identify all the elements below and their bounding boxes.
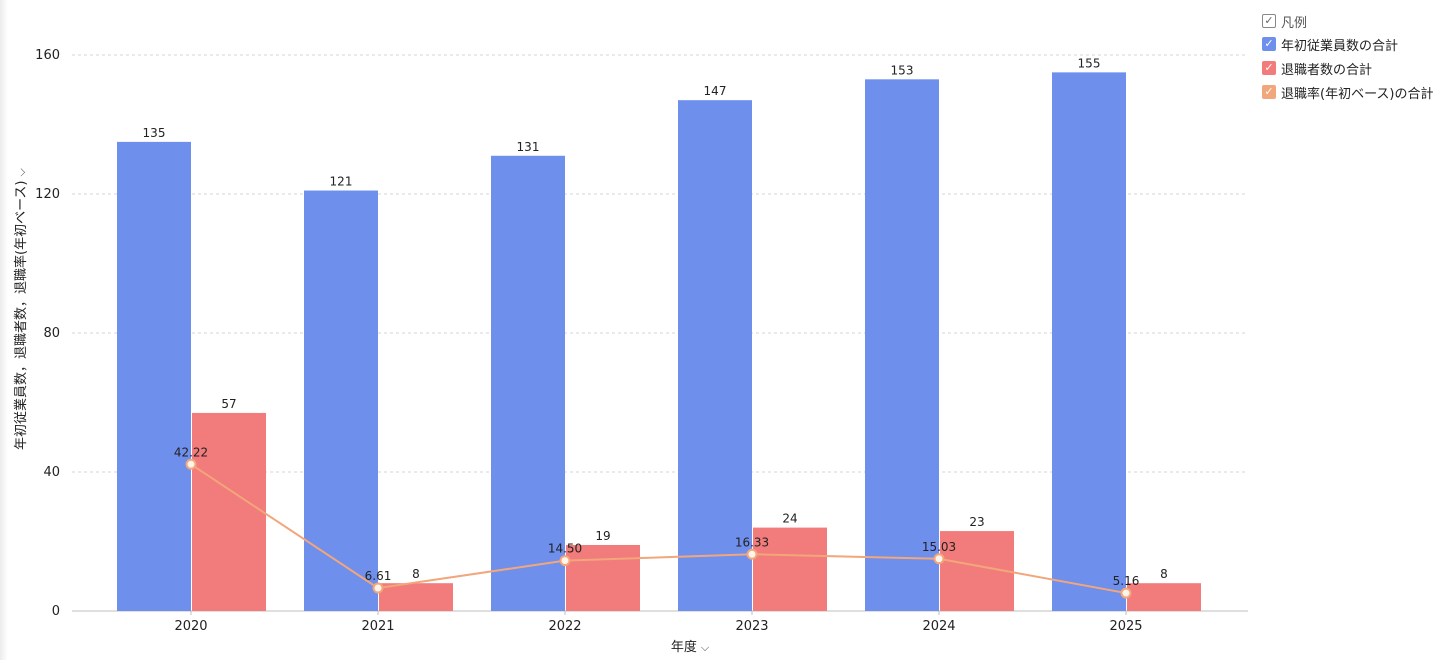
y-axis-title: 年初従業員数，退職者数，退職率(年初ベース) [14,180,29,451]
legend-item-retirees[interactable]: ✓ 退職者数の合計 [1262,56,1434,80]
bar-data-label: 23 [969,515,984,529]
y-tick-label: 40 [43,465,60,480]
bar-data-label: 121 [330,175,353,189]
bar-data-label: 24 [782,512,797,526]
legend-item-label: 退職率(年初ベース)の合計 [1281,86,1434,102]
bar-data-label: 155 [1078,56,1101,70]
y-tick-label: 120 [35,187,60,202]
legend-item-employees[interactable]: ✓ 年初従業員数の合計 [1262,32,1434,56]
bar-employees [1052,72,1126,611]
legend-toggle-all-checkbox-icon[interactable]: ✓ [1262,14,1276,28]
line-point [933,553,945,565]
bar-data-label: 57 [221,397,236,411]
x-tick-label: 2023 [735,619,768,634]
chevron-down-icon: ⌵ [15,168,28,177]
line-data-label: 14.50 [548,542,582,556]
line-data-label: 15.03 [922,540,956,554]
bar-data-label: 131 [517,140,540,154]
bar-data-label: 135 [143,126,166,140]
checkbox-checked-icon[interactable]: ✓ [1262,85,1276,99]
chevron-down-icon: ⌵ [700,641,710,654]
line-point [372,582,384,594]
bar-retirees [379,583,453,611]
line-point [1120,587,1132,599]
line-point [185,458,197,470]
bar-employees [117,141,191,611]
legend-item-retirement-rate[interactable]: ✓ 退職率(年初ベース)の合計 [1262,80,1434,104]
bar-employees [491,155,565,611]
bar-retirees [753,527,827,611]
x-tick-label: 2021 [361,619,394,634]
x-axis-title: 年度 [670,640,697,655]
legend-title-row[interactable]: ✓ 凡例 [1262,10,1434,32]
line-data-label: 42.22 [174,445,208,459]
bar-retirees [192,412,266,611]
x-tick-label: 2020 [174,619,207,634]
bar-data-label: 153 [891,63,914,77]
bar-retirees [1127,583,1201,611]
x-axis-title-dropdown[interactable]: 年度 ⌵ [620,636,760,655]
y-tick-label: 160 [35,48,60,63]
line-data-label: 6.61 [365,569,392,583]
legend-title: 凡例 [1281,15,1308,31]
checkbox-checked-icon[interactable]: ✓ [1262,37,1276,51]
line-retirement-rate [190,463,1127,595]
line-point [559,555,571,567]
legend: ✓ 凡例 ✓ 年初従業員数の合計 ✓ 退職者数の合計 ✓ 退職率(年初ベース)の… [1262,10,1434,104]
bar-employees [304,190,378,611]
legend-item-label: 年初従業員数の合計 [1281,38,1399,54]
legend-item-label: 退職者数の合計 [1281,62,1373,78]
bar-data-label: 147 [704,84,727,98]
x-tick-label: 2024 [922,619,955,634]
y-tick-label: 0 [52,604,60,619]
y-tick-label: 80 [43,326,60,341]
bar-data-label: 8 [1160,567,1168,581]
left-edge-shade [0,0,8,660]
bar-employees [865,79,939,611]
x-tick-label: 2025 [1109,619,1142,634]
bar-retirees [566,544,640,611]
bar-data-label: 19 [595,529,610,543]
checkbox-checked-icon[interactable]: ✓ [1262,61,1276,75]
bar-data-label: 8 [412,567,420,581]
x-tick-label: 2022 [548,619,581,634]
line-data-label: 16.33 [735,535,769,549]
bar-employees [678,100,752,612]
line-data-label: 5.16 [1113,574,1140,588]
line-point [746,548,758,560]
y-axis-title-dropdown[interactable]: 年初従業員数，退職者数，退職率(年初ベース) ⌵ [10,168,29,450]
